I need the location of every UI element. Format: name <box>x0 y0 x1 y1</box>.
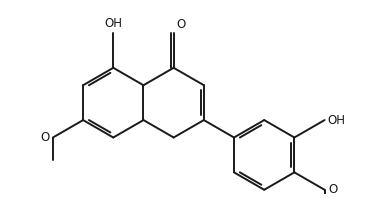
Text: O: O <box>177 18 185 31</box>
Text: O: O <box>328 183 338 196</box>
Text: OH: OH <box>104 17 122 30</box>
Text: O: O <box>40 131 49 144</box>
Text: OH: OH <box>327 114 345 127</box>
